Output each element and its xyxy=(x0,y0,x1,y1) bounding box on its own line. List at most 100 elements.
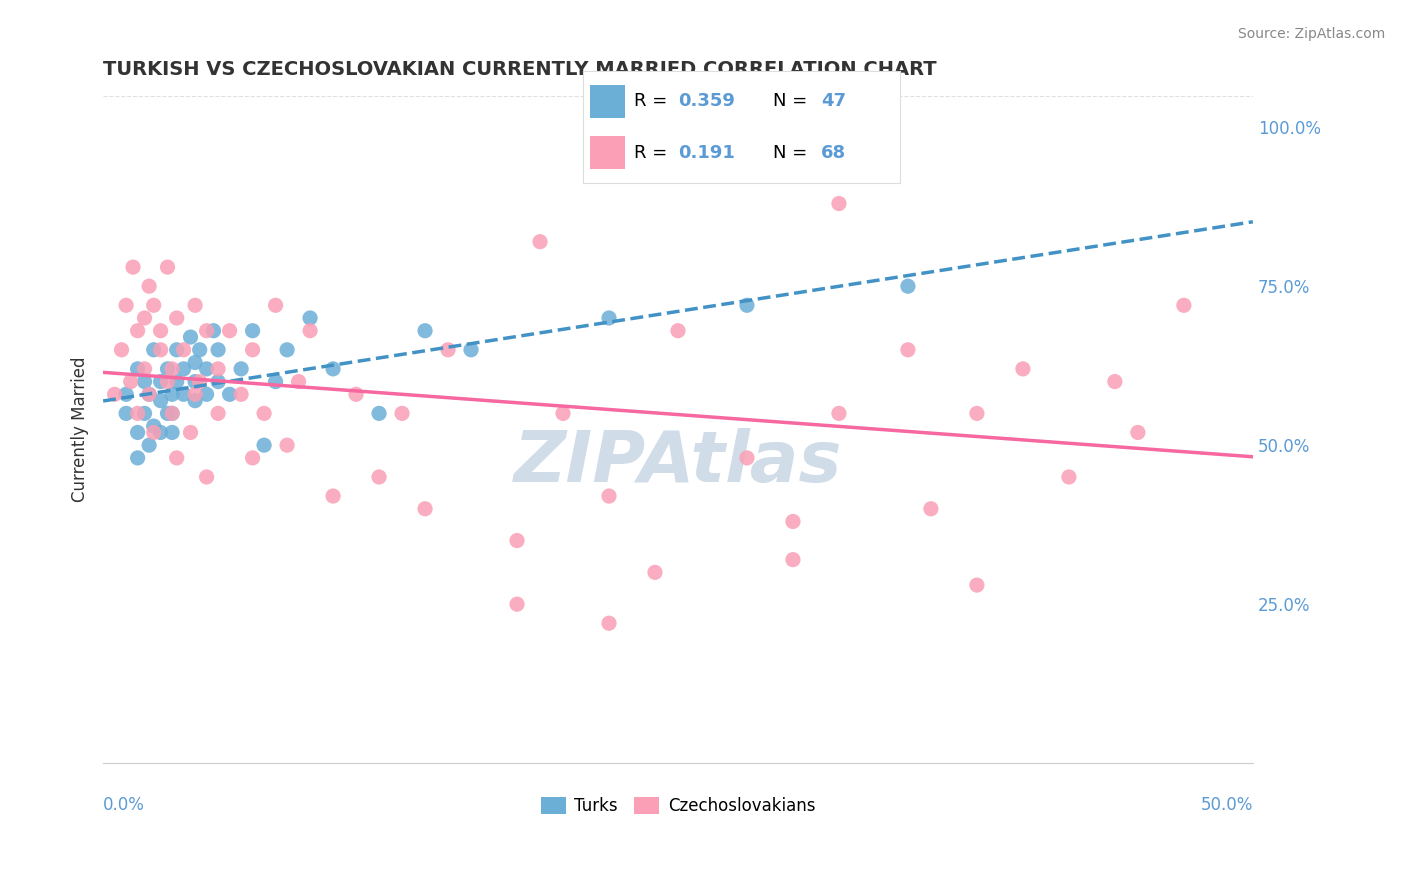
Point xyxy=(156,362,179,376)
Point xyxy=(735,298,758,312)
Point xyxy=(966,578,988,592)
Point xyxy=(437,343,460,357)
Point xyxy=(142,298,165,312)
Text: 68: 68 xyxy=(821,144,846,161)
Point xyxy=(207,406,229,420)
Point xyxy=(1104,375,1126,389)
Point xyxy=(253,438,276,452)
Point xyxy=(828,196,851,211)
Point xyxy=(166,450,188,465)
Point xyxy=(184,298,207,312)
Point xyxy=(127,324,149,338)
Point xyxy=(242,343,264,357)
Point xyxy=(138,387,160,401)
FancyBboxPatch shape xyxy=(591,136,624,169)
Point xyxy=(368,470,391,484)
Point xyxy=(122,260,145,274)
Text: R =: R = xyxy=(634,93,673,111)
Point xyxy=(966,406,988,420)
Point xyxy=(179,330,201,344)
Point xyxy=(166,375,188,389)
Point xyxy=(322,489,344,503)
Point xyxy=(127,425,149,440)
Point xyxy=(166,311,188,326)
Text: 0.0%: 0.0% xyxy=(103,796,145,814)
Point xyxy=(413,324,436,338)
Point xyxy=(149,375,172,389)
Point xyxy=(713,152,735,166)
FancyBboxPatch shape xyxy=(591,85,624,119)
Point xyxy=(156,260,179,274)
Point xyxy=(138,438,160,452)
Point xyxy=(173,362,195,376)
Point xyxy=(160,425,183,440)
Point xyxy=(253,406,276,420)
Point xyxy=(735,450,758,465)
Point xyxy=(460,343,482,357)
Point xyxy=(142,425,165,440)
Point xyxy=(134,406,156,420)
Point xyxy=(666,324,689,338)
Point xyxy=(195,470,218,484)
Point xyxy=(134,375,156,389)
Point xyxy=(506,597,529,611)
Text: ZIPAtlas: ZIPAtlas xyxy=(513,428,842,497)
Point xyxy=(179,425,201,440)
Point xyxy=(142,419,165,434)
Point xyxy=(195,324,218,338)
Point xyxy=(391,406,413,420)
Text: 47: 47 xyxy=(821,93,846,111)
Point xyxy=(160,362,183,376)
Point xyxy=(115,298,138,312)
Point xyxy=(828,406,851,420)
Point xyxy=(782,515,804,529)
Point xyxy=(138,387,160,401)
Point xyxy=(276,438,298,452)
Point xyxy=(142,343,165,357)
Point xyxy=(229,387,252,401)
Point xyxy=(156,406,179,420)
Point xyxy=(173,343,195,357)
Point xyxy=(598,489,620,503)
Point xyxy=(1173,298,1195,312)
Point xyxy=(322,362,344,376)
Point xyxy=(160,406,183,420)
Point xyxy=(276,343,298,357)
Point xyxy=(149,324,172,338)
Point xyxy=(1012,362,1035,376)
Point xyxy=(173,387,195,401)
Point xyxy=(188,343,211,357)
Text: Source: ZipAtlas.com: Source: ZipAtlas.com xyxy=(1237,27,1385,41)
Point xyxy=(127,450,149,465)
Point xyxy=(897,343,920,357)
Point xyxy=(115,387,138,401)
Point xyxy=(149,343,172,357)
Point xyxy=(264,375,287,389)
Point xyxy=(115,406,138,420)
Point xyxy=(218,387,240,401)
Point xyxy=(897,279,920,293)
Point xyxy=(207,375,229,389)
Point xyxy=(202,324,225,338)
Point xyxy=(195,387,218,401)
Point xyxy=(644,566,666,580)
Point xyxy=(299,311,322,326)
Text: TURKISH VS CZECHOSLOVAKIAN CURRENTLY MARRIED CORRELATION CHART: TURKISH VS CZECHOSLOVAKIAN CURRENTLY MAR… xyxy=(103,60,936,78)
Point xyxy=(287,375,309,389)
Point xyxy=(368,406,391,420)
Point xyxy=(506,533,529,548)
Point xyxy=(110,343,132,357)
Point xyxy=(160,387,183,401)
Text: 50.0%: 50.0% xyxy=(1201,796,1253,814)
Point xyxy=(299,324,322,338)
Point xyxy=(207,343,229,357)
Point xyxy=(127,406,149,420)
Text: N =: N = xyxy=(773,144,813,161)
Point xyxy=(1057,470,1080,484)
Point xyxy=(229,362,252,376)
Point xyxy=(242,450,264,465)
Point xyxy=(149,425,172,440)
Point xyxy=(551,406,574,420)
Point xyxy=(104,387,127,401)
Point xyxy=(344,387,367,401)
